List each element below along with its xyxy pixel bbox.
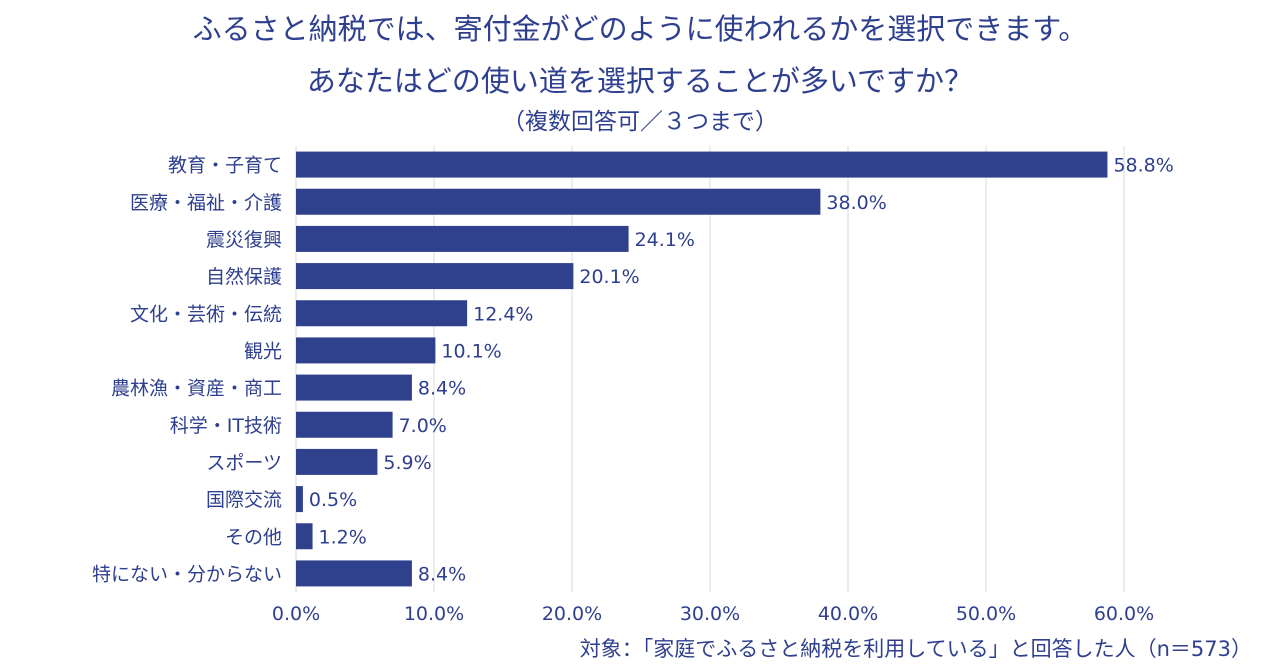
bar xyxy=(296,411,393,438)
bar xyxy=(296,188,821,215)
category-label: 文化・芸術・伝統 xyxy=(130,303,282,325)
value-label: 7.0% xyxy=(399,415,447,437)
category-label: 観光 xyxy=(244,340,282,362)
x-tick-label: 40.0% xyxy=(818,603,878,625)
value-label: 0.5% xyxy=(309,489,357,511)
category-label: 自然保護 xyxy=(206,266,282,288)
x-tick-label: 30.0% xyxy=(680,603,740,625)
bar xyxy=(296,374,412,401)
bar xyxy=(296,560,412,587)
value-label: 8.4% xyxy=(418,563,466,585)
bar xyxy=(296,225,629,252)
chart-subtitle: （複数回答可／３つまで） xyxy=(502,109,778,135)
category-label: 教育・子育て xyxy=(168,155,282,177)
category-label: スポーツ xyxy=(206,452,282,474)
x-tick-label: 0.0% xyxy=(272,603,320,625)
value-label: 38.0% xyxy=(826,192,886,214)
category-label: 震災復興 xyxy=(206,229,282,251)
bar xyxy=(296,337,436,364)
category-label: 農林漁・資産・商工 xyxy=(111,378,282,400)
x-tick-label: 60.0% xyxy=(1094,603,1154,625)
x-tick-label: 50.0% xyxy=(956,603,1016,625)
x-tick-label: 20.0% xyxy=(542,603,602,625)
value-label: 24.1% xyxy=(635,229,695,251)
category-label: 科学・IT技術 xyxy=(170,415,282,437)
sample-note: 対象：「家庭でふるさと納税を利用している」と回答した人（n＝573） xyxy=(579,637,1252,661)
bar xyxy=(296,263,574,290)
category-label: 国際交流 xyxy=(206,489,282,511)
value-label: 10.1% xyxy=(441,340,501,362)
chart-title-line-1: ふるさと納税では、寄付金がどのように使われるかを選択できます。 xyxy=(192,12,1088,46)
bar xyxy=(296,523,313,550)
value-label: 20.1% xyxy=(579,266,639,288)
value-label: 12.4% xyxy=(473,303,533,325)
bar xyxy=(296,448,378,475)
category-label: 医療・福祉・介護 xyxy=(130,192,282,214)
bar xyxy=(296,486,303,513)
value-label: 58.8% xyxy=(1113,155,1173,177)
category-label: その他 xyxy=(225,526,282,548)
category-label: 特にない・分からない xyxy=(92,563,282,585)
bar xyxy=(296,300,468,327)
chart-title-line-2: あなたはどの使い道を選択することが多いですか？ xyxy=(306,64,974,98)
value-label: 1.2% xyxy=(319,526,367,548)
value-label: 5.9% xyxy=(383,452,431,474)
bar xyxy=(296,151,1108,178)
x-tick-label: 10.0% xyxy=(404,603,464,625)
value-label: 8.4% xyxy=(418,378,466,400)
